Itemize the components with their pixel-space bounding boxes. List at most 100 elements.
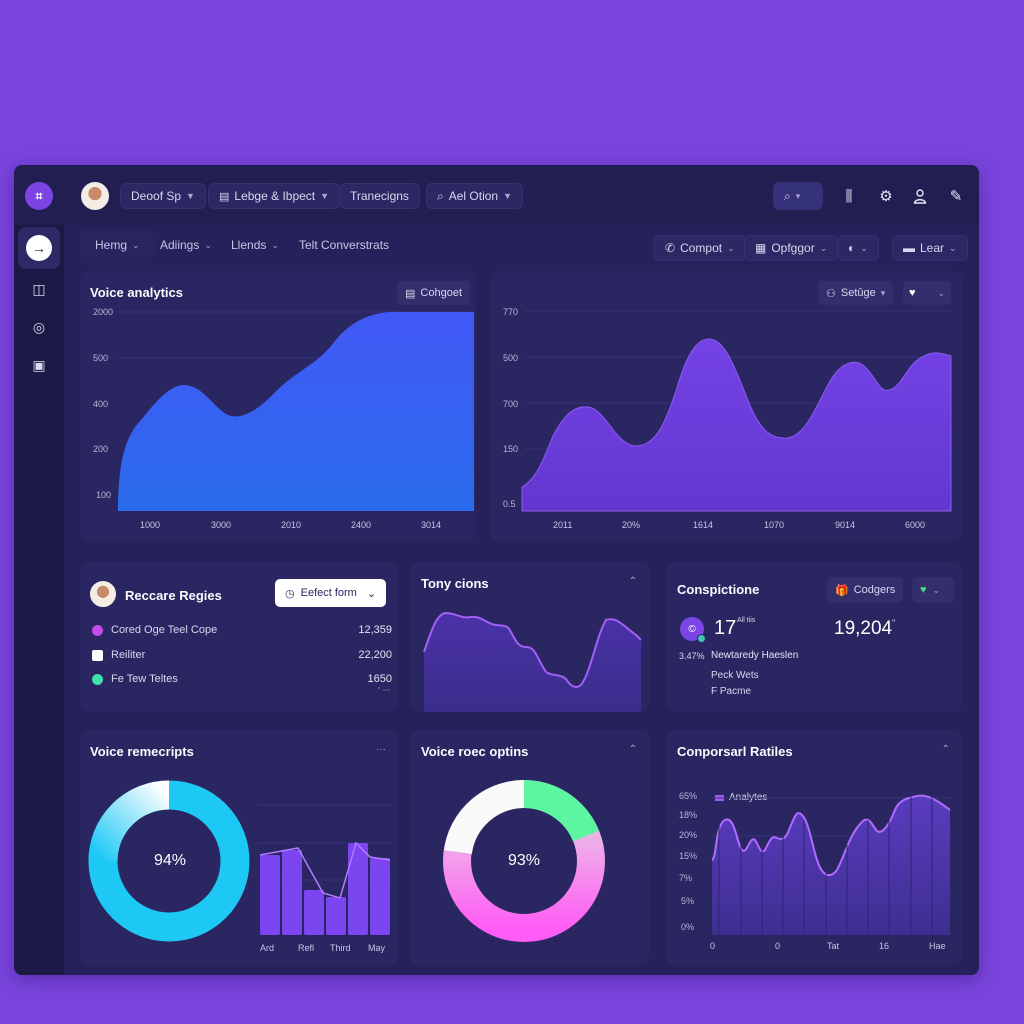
globe-icon: ◎: [32, 318, 46, 335]
x-tick: 9014: [835, 520, 856, 530]
collapse-icon[interactable]: ⌃: [628, 576, 637, 587]
sidebar-item-globe[interactable]: ◎: [18, 306, 60, 348]
user-avatar[interactable]: [81, 182, 109, 210]
chevron-down-icon: ▼: [320, 191, 330, 201]
menu-deoof[interactable]: Deoof Sp ▼: [120, 183, 206, 209]
opfggor-button[interactable]: ▦ Opfggor ⌄: [744, 235, 839, 261]
card-title: Reccare Regies: [125, 588, 222, 603]
tab-telt-converstrats[interactable]: Telt Converstrats: [299, 238, 389, 252]
menu-lebge[interactable]: ▤ Lebge & Ibpect ▼: [208, 183, 341, 209]
row-label: Reiliter: [111, 649, 146, 661]
row-label: Cored Oge Teel Cope: [111, 624, 218, 636]
x-tick: 1070: [764, 520, 785, 530]
y-tick: 0.5: [503, 499, 516, 509]
options-donut-chart: [443, 780, 605, 942]
x-tick: 3014: [421, 520, 442, 530]
sidebar: → ◫ ◎ ▣: [14, 225, 64, 975]
footnote: ° ◦◦◦: [377, 687, 390, 694]
codgers-button[interactable]: 🎁 Codgers: [827, 577, 904, 603]
coin-icon: ©: [688, 623, 696, 635]
tab-hemg[interactable]: Hemg ⌄: [95, 238, 140, 252]
edit-icon[interactable]: ✎: [949, 188, 963, 205]
sidebar-item-inbox[interactable]: ▣: [18, 344, 60, 386]
chevron-down-icon: ▾: [795, 190, 801, 201]
collapse-icon[interactable]: ⌃: [628, 744, 637, 755]
button-label: Setûge: [840, 287, 876, 299]
voice-analytics-card: Voice analytics ▤ Cohgoet 2000 500 400 2…: [80, 271, 476, 541]
compot-button[interactable]: ✆ Compot ⌄: [654, 235, 746, 261]
y-tick: 150: [503, 444, 519, 454]
select-form-dropdown[interactable]: ◷ Eefect form ⌄: [275, 579, 387, 607]
card-title: Conspictione: [677, 582, 760, 597]
x-tick: 2010: [281, 520, 302, 530]
status-dot-icon: [92, 673, 103, 685]
cohgoet-button[interactable]: ▤ Cohgoet: [397, 281, 470, 305]
favorite-dropdown[interactable]: ♥ ⌄: [912, 577, 954, 603]
donut-center-value: 93%: [507, 852, 541, 869]
sidebar-item-navigate[interactable]: →: [18, 227, 60, 269]
x-tick: 2400: [351, 520, 372, 530]
search-icon: ⌕: [784, 188, 791, 203]
chevron-down-icon: ⌄: [860, 242, 868, 253]
chevron-down-icon: ⌄: [366, 587, 377, 600]
list-item[interactable]: Cored Oge Teel Cope 12,359: [92, 621, 392, 639]
button-label: Compot: [680, 241, 723, 255]
sidebar-item-panels[interactable]: ◫: [18, 268, 60, 310]
lear-button[interactable]: ▬ Lear ⌄: [892, 235, 968, 261]
x-tick: 3000: [211, 520, 232, 530]
tab-adiings[interactable]: Adiings ⌄: [160, 238, 212, 252]
more-icon[interactable]: ···: [376, 744, 386, 755]
list-item[interactable]: Fe Tew Teltes 1650: [92, 670, 392, 688]
panels-icon: ◫: [32, 280, 46, 297]
people-icon: ⚇: [826, 287, 836, 300]
metric-line: Peck Wets: [711, 670, 759, 681]
x-tick: 20%: [622, 520, 641, 530]
x-tick: 16: [879, 941, 890, 951]
folder-icon: ▬: [903, 241, 915, 255]
user-icon[interactable]: [908, 184, 932, 208]
y-tick: 0%: [681, 922, 695, 932]
x-tick: 2011: [553, 520, 573, 530]
percent-change: 3.47%: [679, 651, 705, 661]
trend-card: ⚇ Setûge ▾ ♥ ⌄ 770 500 700 150 0.5: [491, 271, 962, 541]
transcripts-bar-chart: [258, 804, 393, 935]
row-label: Fe Tew Teltes: [111, 673, 178, 685]
favorite-dropdown[interactable]: ♥ ⌄: [903, 281, 951, 305]
app-logo[interactable]: ⌗: [25, 182, 53, 210]
conversation-rates-area-chart: [711, 794, 952, 935]
x-tick: Tat: [827, 941, 840, 951]
setuge-dropdown[interactable]: ⚇ Setûge ▾: [818, 281, 894, 305]
calendar-icon: ▦: [755, 241, 767, 255]
menu-ael-otion[interactable]: ⌕ Ael Otion ▼: [426, 183, 524, 209]
y-tick: 500: [93, 353, 109, 363]
metric-primary: 17: [714, 617, 737, 639]
phone-icon: ✆: [665, 241, 676, 255]
y-tick: 2000: [93, 307, 114, 317]
card-title: Voice roec optins: [421, 744, 529, 759]
chevron-down-icon: ⌄: [949, 242, 957, 253]
menu-tranecigns[interactable]: Tranecigns: [339, 183, 420, 209]
chevron-down-icon: ⌄: [204, 239, 212, 250]
x-tick: 0: [710, 941, 716, 951]
collapse-icon[interactable]: ⌃: [941, 744, 950, 755]
tab-llends[interactable]: Llends ⌄: [231, 238, 279, 252]
settings-icon[interactable]: ⚙: [879, 188, 893, 205]
arrow-right-icon: →: [26, 235, 52, 261]
list-item[interactable]: Reiliter 22,200: [92, 646, 392, 664]
tony-cions-card: Tony cions ⌃: [411, 562, 649, 712]
y-tick: 770: [503, 307, 519, 317]
x-tick: Third: [330, 943, 351, 953]
button-label: Cohgoet: [420, 287, 462, 299]
heart-icon: ♥: [909, 287, 916, 299]
y-tick: 20%: [679, 830, 698, 840]
x-tick: Refl: [298, 943, 315, 953]
menu-label: Tranecigns: [350, 189, 409, 203]
chart-icon[interactable]: ⫼: [845, 187, 853, 205]
transcripts-donut-chart: [88, 780, 250, 942]
voice-transcripts-card: Voice remecripts ··· 94%: [80, 730, 398, 965]
button-label: Lear: [920, 241, 945, 255]
search-dropdown[interactable]: ⌕ ▾: [773, 182, 823, 210]
metric-line: F Pacme: [711, 686, 752, 697]
y-tick: 18%: [679, 810, 698, 820]
globe-dropdown[interactable]: ◐ ⌄: [837, 235, 879, 261]
